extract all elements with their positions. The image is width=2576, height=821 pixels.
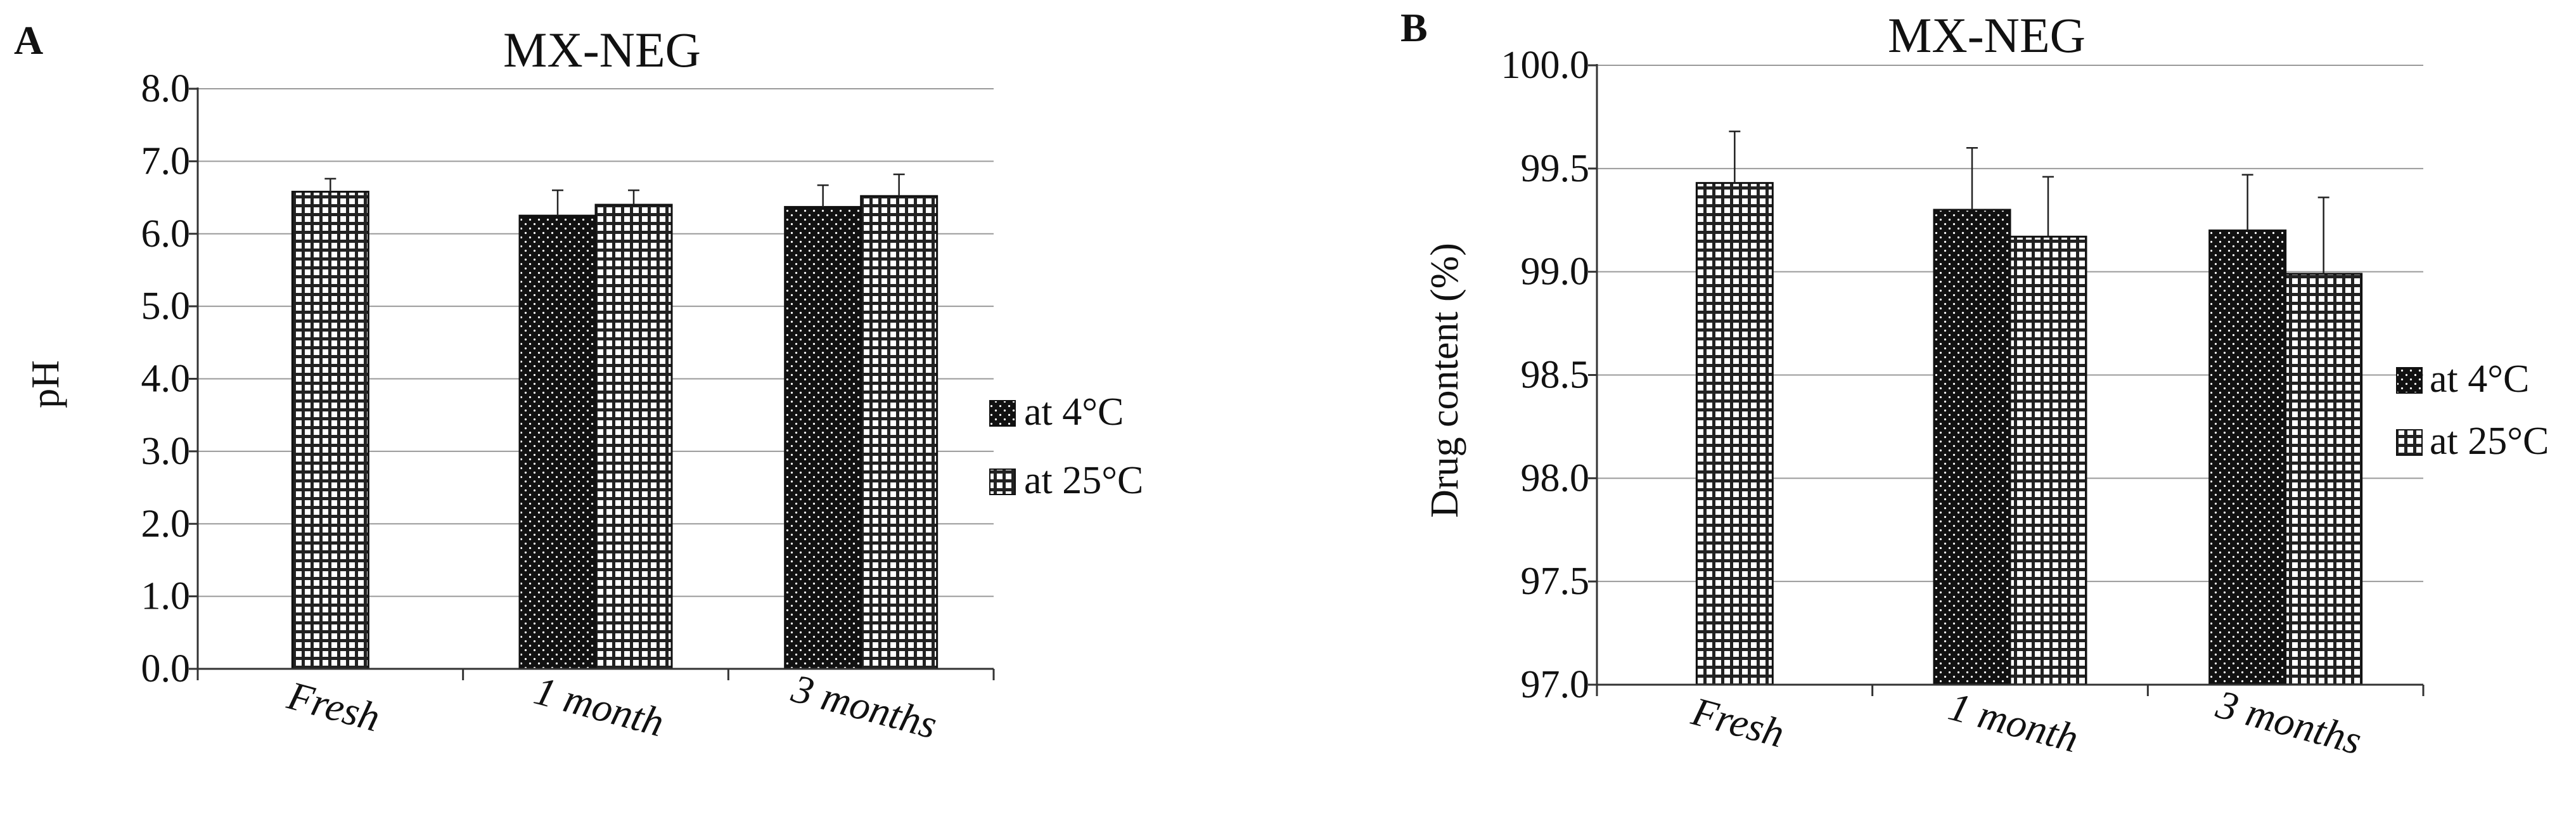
y-tick-label: 99.5 <box>1521 147 1590 190</box>
panel-b: B MX-NEG Drug content (%) 97.0 97.5 98.0 98… <box>1400 5 2549 763</box>
y-tick-label: 8.0 <box>141 67 191 110</box>
x-tick-label: 1 month <box>530 668 669 745</box>
legend-label-room: at 25°C <box>2430 420 2549 463</box>
legend: at 4°C at 25°C <box>2396 358 2549 463</box>
y-tick-label: 4.0 <box>141 358 191 401</box>
y-tick-label: 97.0 <box>1521 663 1590 706</box>
y-tick-label: 97.5 <box>1521 560 1590 603</box>
legend: at 4°C at 25°C <box>989 391 1143 502</box>
chart-title: MX-NEG <box>1888 8 2086 63</box>
bar-cold <box>2208 229 2287 686</box>
chart-title: MX-NEG <box>503 22 701 77</box>
bar-room <box>594 204 673 670</box>
legend-label-cold: at 4°C <box>2430 358 2529 401</box>
legend-swatch-room <box>989 469 1016 495</box>
y-tick-label: 5.0 <box>141 285 191 328</box>
axes <box>189 87 995 680</box>
bar-room <box>291 190 369 670</box>
legend-swatch-cold <box>2396 367 2423 394</box>
category-labels: Fresh 1 month 3 months <box>283 666 942 747</box>
y-tick-label: 98.0 <box>1521 456 1590 500</box>
legend-label-cold: at 4°C <box>1024 391 1124 434</box>
bar-room <box>2284 273 2363 686</box>
bar-cold <box>784 205 862 670</box>
y-tick-labels: 0.0 1.0 2.0 3.0 4.0 5.0 6.0 7.0 8.0 <box>141 67 191 690</box>
bar-cold <box>518 214 597 670</box>
y-tick-label: 0.0 <box>141 647 191 690</box>
legend-swatch-room <box>2396 429 2423 456</box>
legend-label-room: at 25°C <box>1024 459 1143 502</box>
y-tick-label: 1.0 <box>141 575 191 618</box>
bars <box>1695 130 2363 686</box>
panel-label: A <box>14 18 43 63</box>
y-tick-label: 3.0 <box>141 430 191 473</box>
category-labels: Fresh 1 month 3 months <box>1687 682 2366 763</box>
y-tick-label: 6.0 <box>141 212 191 255</box>
y-tick-labels: 97.0 97.5 98.0 98.5 99.0 99.5 100.0 <box>1501 44 1590 706</box>
y-tick-label: 7.0 <box>141 139 191 183</box>
bar-room <box>1695 182 1774 686</box>
panel-a: A MX-NEG pH 0.01.02.03.04.05.06.07.08.0 … <box>14 18 1143 747</box>
y-axis-label: pH <box>24 360 67 408</box>
bars <box>291 173 939 670</box>
x-tick-label: 1 month <box>1944 683 2083 761</box>
x-tick-label: Fresh <box>283 673 385 740</box>
bar-room <box>2009 235 2087 686</box>
y-tick-label: 100.0 <box>1501 44 1590 87</box>
legend-swatch-cold <box>989 400 1016 427</box>
y-tick-label: 98.5 <box>1521 354 1590 397</box>
y-tick-label: 2.0 <box>141 502 191 545</box>
x-tick-label: 3 months <box>787 666 942 747</box>
panel-label: B <box>1400 5 1428 50</box>
x-tick-label: Fresh <box>1687 688 1789 756</box>
bar-room <box>860 195 939 670</box>
y-tick-label: 99.0 <box>1521 250 1590 294</box>
y-axis-label: Drug content (%) <box>1423 243 1466 518</box>
axes <box>1588 64 2425 696</box>
x-tick-label: 3 months <box>2212 682 2366 763</box>
bar-cold <box>1933 209 2011 686</box>
